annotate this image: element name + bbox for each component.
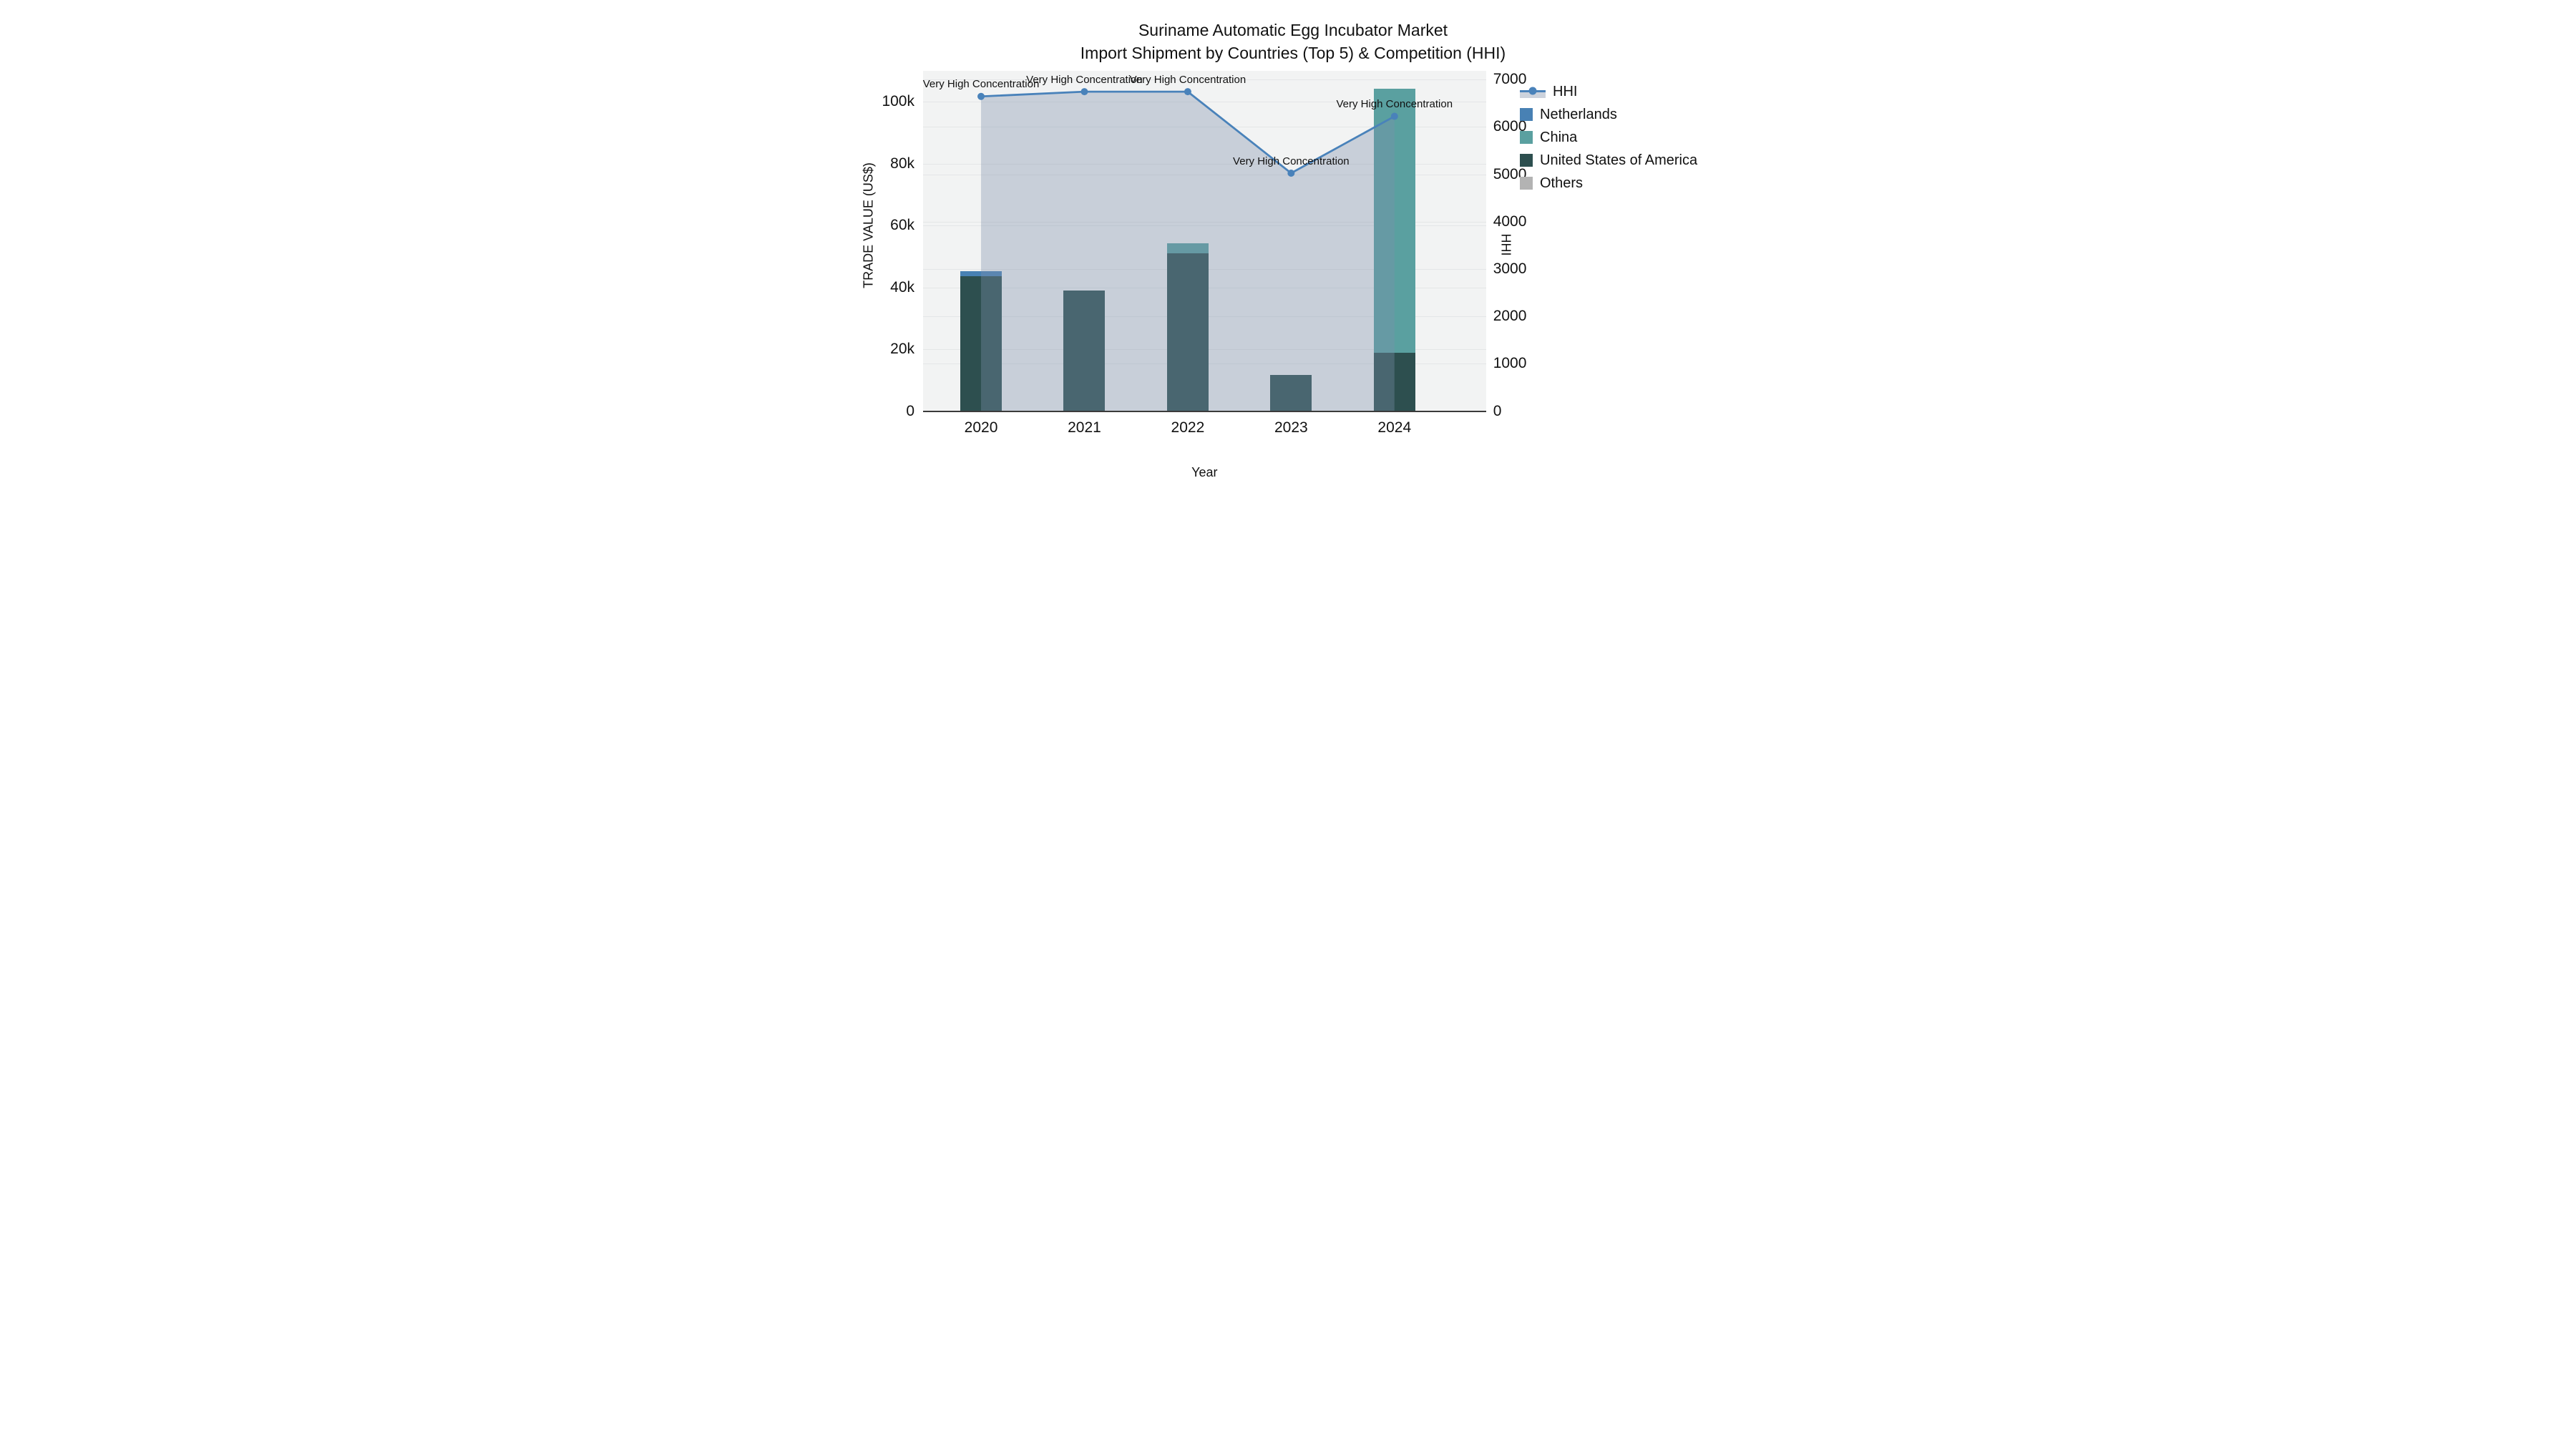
legend-item-china: China (1520, 126, 1697, 149)
usa-color-swatch (1520, 154, 1533, 167)
x-tick-2021: 2021 (1068, 419, 1101, 436)
y-left-tick-0: 0 (906, 402, 914, 419)
hhi-point-2022 (1184, 87, 1191, 95)
y-right-tick-5000: 5000 (1493, 165, 1527, 182)
gridline (923, 225, 1486, 227)
legend-item-hhi: HHI (1520, 80, 1697, 103)
hhi-point-2021 (1080, 87, 1088, 95)
annotation-2020: Very High Concentration (922, 78, 1040, 91)
annotation-2021: Very High Concentration (1026, 73, 1143, 86)
chart-title: Suriname Automatic Egg Incubator Market … (859, 19, 1717, 64)
x-axis-line (923, 410, 1486, 412)
bar-segment-2021-united-states-of-america (1063, 290, 1106, 411)
china-color-swatch (1520, 131, 1533, 144)
y-right-tick-6000: 6000 (1493, 118, 1527, 135)
y-right-tick-2000: 2000 (1493, 308, 1527, 325)
y-right-tick-1000: 1000 (1493, 355, 1527, 372)
bar-segment-2023-united-states-of-america (1270, 375, 1312, 411)
annotation-2023: Very High Concentration (1233, 155, 1350, 167)
y-left-tick-60k: 60k (890, 217, 914, 234)
hhi-area-fill (981, 91, 1395, 411)
chart-title-line2: Import Shipment by Countries (Top 5) & C… (1080, 44, 1506, 62)
hhi-line-swatch (1520, 85, 1546, 98)
plot-area: Very High Concentration Very High Concent… (882, 70, 1526, 436)
bar-segment-2020-united-states-of-america (960, 276, 1002, 411)
bar-segment-2022-united-states-of-america (1166, 253, 1209, 411)
y-right-tick-4000: 4000 (1493, 213, 1527, 230)
hhi-marker-swatch-part (1528, 87, 1537, 95)
y-axis-right-title: HHI (1498, 233, 1513, 256)
legend-label-others: Others (1540, 175, 1584, 191)
legend-item-usa: United States of America (1520, 149, 1697, 172)
bar-segment-2024-united-states-of-america (1373, 353, 1415, 411)
legend-label-china: China (1540, 129, 1578, 145)
bar-segment-2020-netherlands (960, 270, 1002, 277)
gridline (923, 163, 1486, 165)
annotation-2022: Very High Concentration (1129, 73, 1246, 86)
x-tick-2022: 2022 (1171, 419, 1205, 436)
others-color-swatch (1520, 177, 1533, 190)
annotation-2024: Very High Concentration (1336, 98, 1453, 111)
y-right-tick-7000: 7000 (1493, 71, 1527, 88)
y-right-tick-0: 0 (1493, 402, 1502, 419)
x-tick-2023: 2023 (1274, 419, 1308, 436)
hhi-point-2024 (1390, 112, 1398, 120)
legend-item-others: Others (1520, 172, 1697, 195)
bar-segment-2022-china (1166, 243, 1209, 253)
y-left-tick-40k: 40k (890, 278, 914, 296)
y-right-tick-3000: 3000 (1493, 260, 1527, 278)
hhi-point-2020 (977, 92, 985, 100)
legend-label-hhi: HHI (1553, 83, 1578, 99)
y-left-tick-80k: 80k (890, 155, 914, 172)
chart-title-line1: Suriname Automatic Egg Incubator Market (1138, 21, 1448, 39)
x-axis-title: Year (1191, 465, 1218, 479)
x-tick-2024: 2024 (1377, 419, 1412, 436)
x-tick-2020: 2020 (964, 419, 998, 436)
gridline (923, 221, 1486, 223)
legend: HHI Netherlands China United States of A… (1520, 80, 1697, 195)
gridline (923, 79, 1486, 81)
legend-label-netherlands: Netherlands (1540, 106, 1617, 122)
hhi-point-2023 (1287, 169, 1295, 177)
y-left-tick-100k: 100k (882, 92, 914, 109)
legend-item-netherlands: Netherlands (1520, 103, 1697, 126)
bar-segment-2024-china (1373, 88, 1415, 353)
y-left-tick-20k: 20k (890, 341, 914, 358)
netherlands-color-swatch (1520, 108, 1533, 121)
legend-label-usa: United States of America (1540, 152, 1698, 168)
hhi-line-layer (977, 87, 1398, 411)
chart-figure: Suriname Automatic Egg Incubator Market … (859, 0, 1717, 483)
